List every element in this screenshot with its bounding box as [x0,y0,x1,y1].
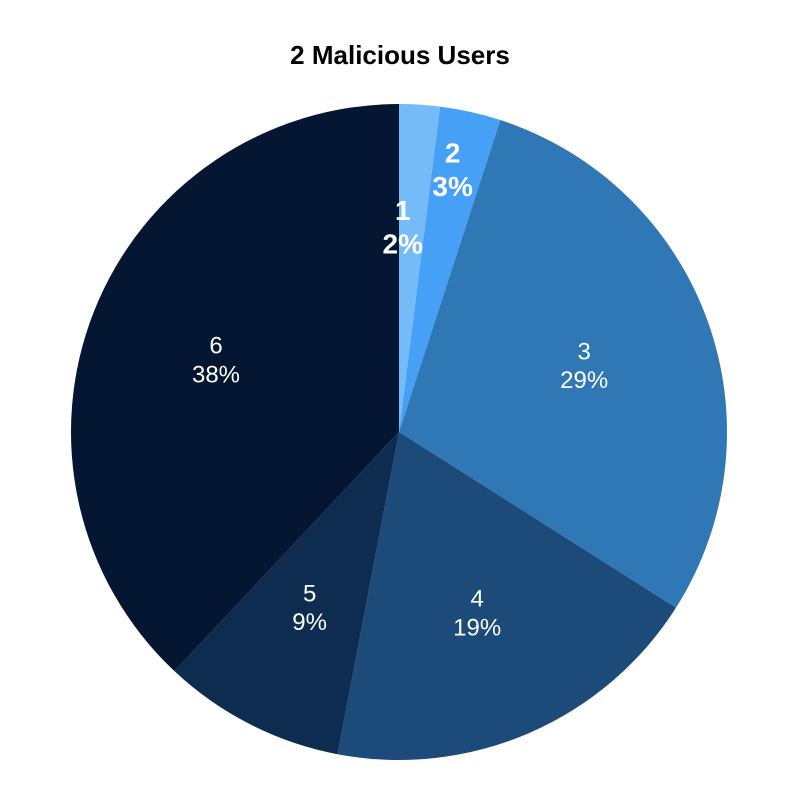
pie-slice-4 [337,432,676,760]
pie-slice-1 [399,104,441,432]
pie-slice-6 [71,104,399,672]
pie-slice-labels: 12% 23% 329% 419% 59% 638% [192,138,608,642]
slice-category-label: 3 [577,338,590,365]
slice-category-label: 2 [445,138,461,169]
pie-slice-2 [399,106,501,433]
slice-category-label: 1 [395,195,411,226]
pie-slices [71,104,727,760]
slice-percent-label: 2% [383,229,424,260]
slice-percent-label: 3% [432,171,473,202]
slice-category-label: 6 [209,333,222,360]
slice-percent-label: 9% [292,609,327,636]
chart-title: 2 Malicious Users [290,40,510,70]
slice-percent-label: 29% [560,367,608,394]
pie-slice-5 [174,432,399,755]
slice-percent-label: 38% [192,361,240,388]
slice-category-label: 4 [470,586,483,613]
slice-category-label: 5 [303,580,316,607]
slice-percent-label: 19% [453,614,501,641]
pie-slice-3 [399,120,727,608]
